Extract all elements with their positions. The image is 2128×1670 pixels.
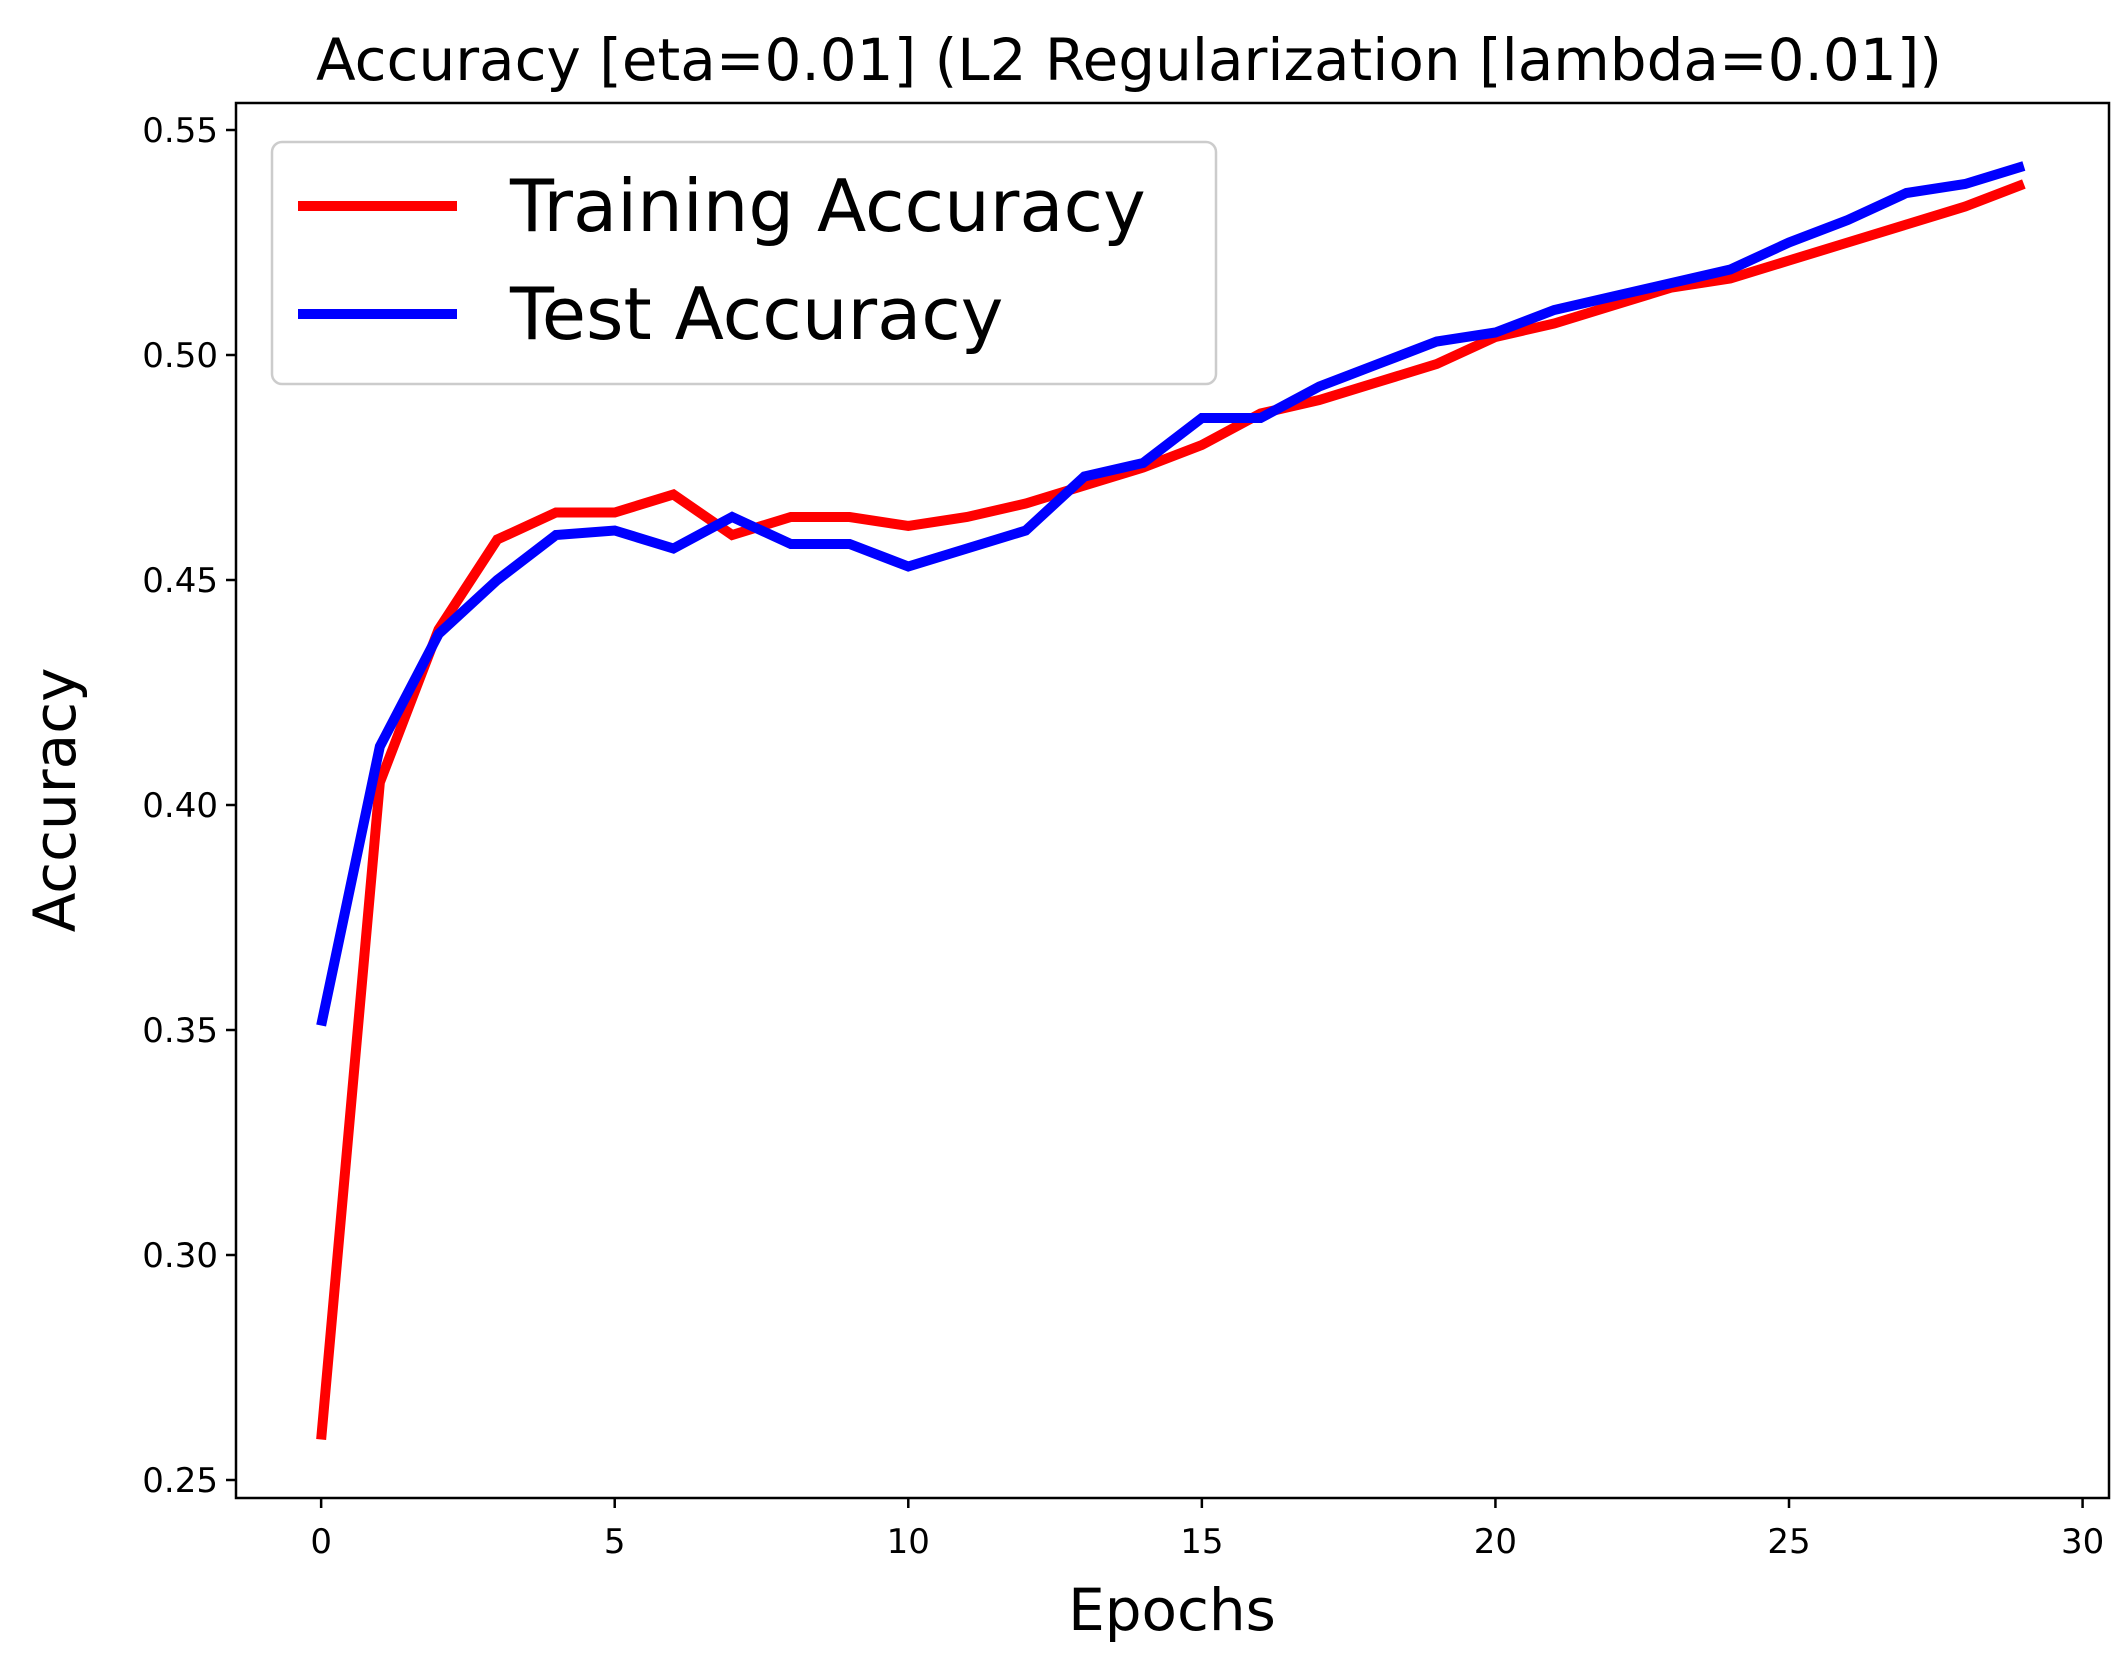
x-tick-label: 5 [604,1522,626,1562]
x-tick-label: 30 [2061,1522,2104,1562]
series-group [316,161,2026,1440]
legend-label-test: Test Accuracy [509,272,1003,356]
x-tick-label: 25 [1767,1522,1810,1562]
legend: Training Accuracy Test Accuracy [270,140,1218,386]
x-tick-label: 20 [1474,1522,1517,1562]
y-axis: 0.25 0.30 0.35 0.40 0.45 0.50 0.55 [142,111,236,1501]
y-axis-label: Accuracy [21,668,89,933]
x-axis: 0 5 10 15 20 25 30 [310,1498,2104,1562]
y-tick-label: 0.45 [142,561,218,601]
y-tick-label: 0.25 [142,1461,218,1501]
plot-frame [234,101,2111,1500]
x-tick-label: 10 [887,1522,930,1562]
plot-area: 0 5 10 15 20 25 30 0.25 0.30 0.35 0.40 0.45 0.50 0.5… [142,101,2111,1562]
legend-box [270,140,1218,386]
y-tick-label: 0.50 [142,336,218,376]
y-tick-label: 0.55 [142,111,218,151]
x-tick-label: 15 [1180,1522,1223,1562]
y-tick-label: 0.35 [142,1011,218,1051]
y-tick-label: 0.30 [142,1236,218,1276]
y-tick-label: 0.40 [142,786,218,826]
legend-label-training: Training Accuracy [509,164,1146,248]
chart-title: Accuracy [eta=0.01] (L2 Regularization [… [316,26,1942,94]
series-line-training-accuracy [316,179,2026,1440]
series-line-test-accuracy [316,161,2026,1027]
x-axis-label: Epochs [1068,1576,1276,1644]
x-tick-label: 0 [310,1522,332,1562]
